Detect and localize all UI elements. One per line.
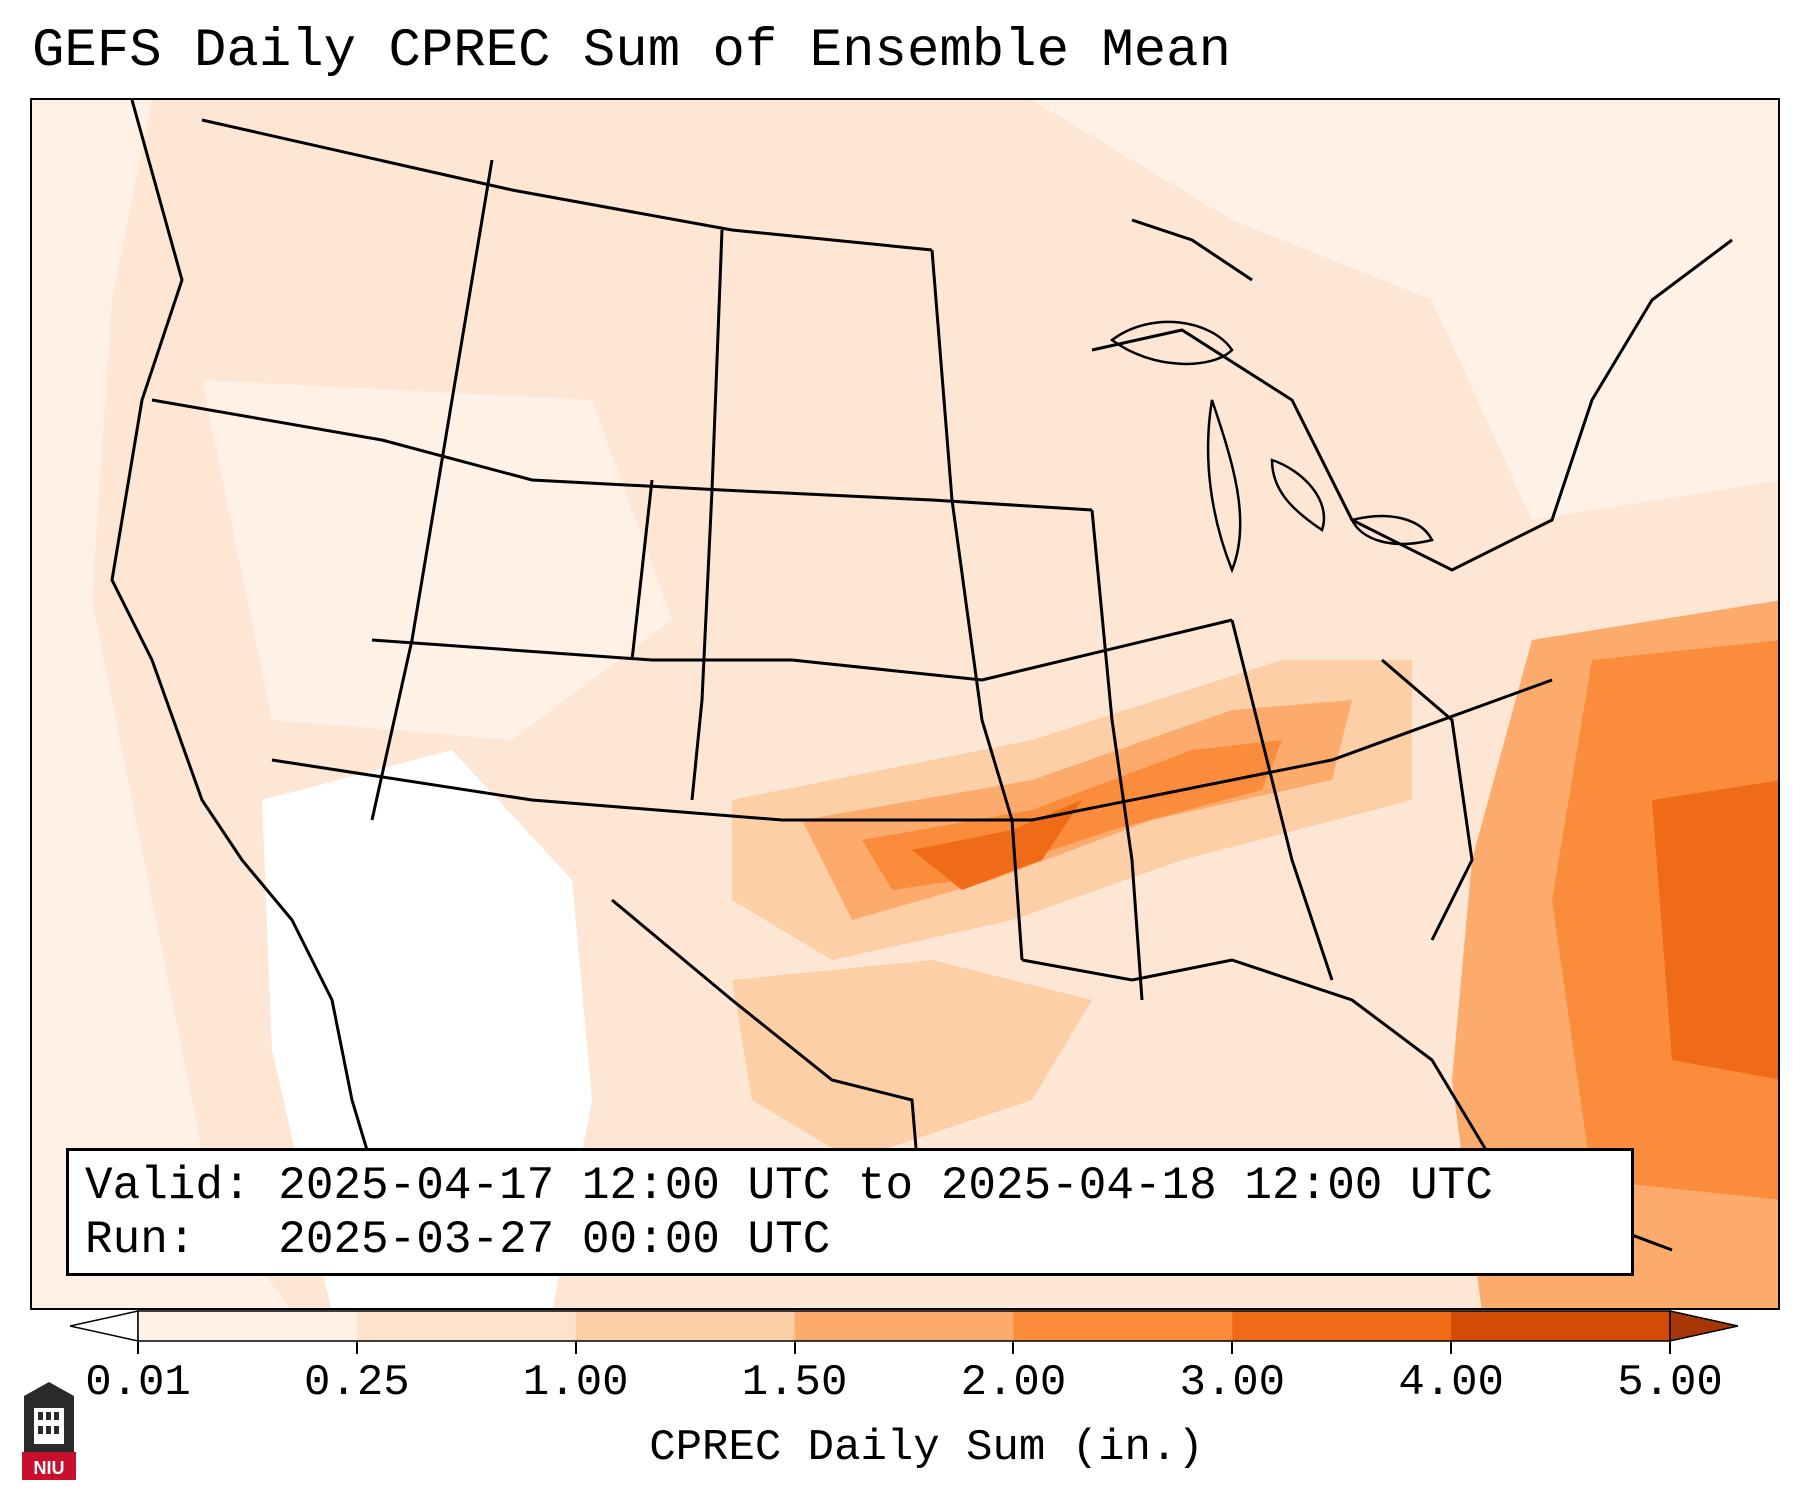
colorbar-tick-label: 1.50: [741, 1358, 848, 1408]
valid-time-text: Valid: 2025-04-17 12:00 UTC to 2025-04-1…: [85, 1160, 1493, 1212]
colorbar-tick-mark: [793, 1342, 796, 1354]
colorbar-over-arrow: [1669, 1310, 1739, 1342]
colorbar-segment: [794, 1311, 1014, 1341]
colorbar-tick-mark: [355, 1342, 358, 1354]
colorbar-tick-mark: [574, 1342, 577, 1354]
colorbar-label: CPREC Daily Sum (in.): [649, 1423, 1204, 1473]
state-boundaries: [110, 100, 1733, 1252]
valid-time-box: Valid: 2025-04-17 12:00 UTC to 2025-04-1…: [66, 1148, 1634, 1276]
precipitation-map: [30, 98, 1780, 1310]
niu-logo: NIU: [20, 1382, 78, 1482]
low-precip-west: [32, 100, 290, 1308]
colorbar-tick-label: 2.00: [960, 1358, 1067, 1408]
colorbar-tick-mark: [1450, 1342, 1453, 1354]
colorbar-under-arrow: [69, 1310, 139, 1342]
colorbar-tick-mark: [1669, 1342, 1671, 1354]
colorbar-segment: [575, 1311, 796, 1341]
heavy-precip-core: [912, 800, 1082, 890]
colorbar-tick-label: 1.00: [522, 1358, 629, 1408]
colorbar-tick-label: 0.25: [304, 1358, 410, 1408]
colorbar-tick-mark: [137, 1342, 139, 1354]
colorbar-tick-label: 0.01: [85, 1358, 191, 1408]
colorbar-tick-mark: [1012, 1342, 1015, 1354]
colorbar-segment: [1451, 1311, 1671, 1341]
run-time-text: Run: 2025-03-27 00:00 UTC: [85, 1214, 831, 1266]
colorbar-tick-label: 5.00: [1617, 1358, 1723, 1408]
colorbar-segment: [1013, 1311, 1233, 1341]
colorbar-segment: [356, 1311, 577, 1341]
colorbar-tick-mark: [1231, 1342, 1234, 1354]
colorbar-segment: [138, 1311, 358, 1341]
colorbar-segment: [1232, 1311, 1452, 1341]
colorbar-tick-label: 3.00: [1179, 1358, 1286, 1408]
svg-text:NIU: NIU: [34, 1458, 65, 1478]
map-title: GEFS Daily CPREC Sum of Ensemble Mean: [32, 21, 1231, 82]
colorbar: [69, 1310, 1739, 1342]
colorbar-tick-label: 4.00: [1398, 1358, 1504, 1408]
great-lakes: [1109, 320, 1434, 574]
